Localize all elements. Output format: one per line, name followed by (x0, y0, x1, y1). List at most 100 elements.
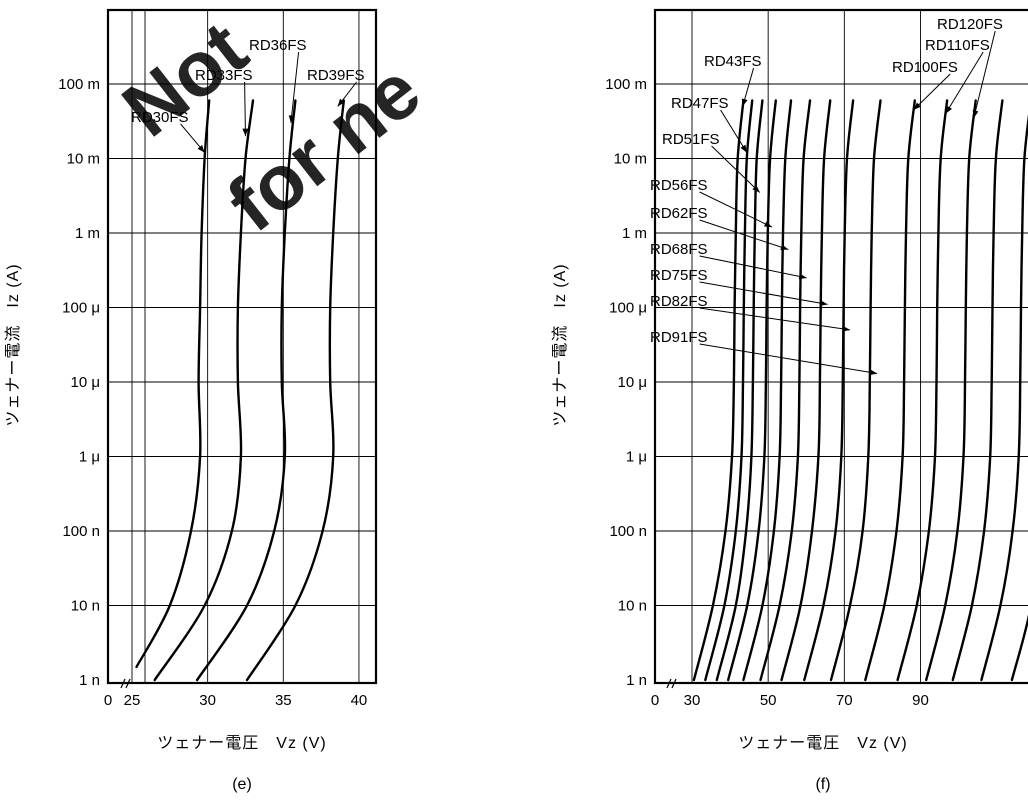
y-axis-title: ツェナー電流 Iz (A) (551, 263, 569, 426)
leader-line (699, 255, 807, 279)
curve-label-rd43fs: RD43FS (704, 53, 762, 107)
y-tick-label: 1 m (75, 225, 100, 242)
leader-line (290, 51, 300, 124)
curve-label-text: RD91FS (650, 329, 708, 346)
leader-line (720, 109, 748, 153)
y-tick-label: 100 μ (609, 300, 647, 317)
series-line-rd110fs (896, 99, 949, 682)
curve-label-text: RD47FS (671, 95, 729, 112)
leader-arrowhead (780, 244, 789, 250)
y-tick-label: 10 μ (71, 374, 101, 391)
series-line-rd120fs (925, 99, 977, 682)
leader-line (699, 191, 773, 228)
watermark-line-1: Not (106, 4, 263, 153)
curve-label-rd82fs: RD82FS (650, 293, 851, 332)
x-tick-label: 70 (836, 692, 853, 709)
series-line-unlabeled-12 (951, 99, 1004, 682)
series-line-rd100fs (864, 99, 916, 682)
curve-label-text: RD100FS (892, 59, 958, 76)
leader-line (244, 81, 246, 137)
curve-label-rd56fs: RD56FS (650, 177, 773, 228)
x-axis-title: ツェナー電圧 Vz (V) (157, 735, 326, 752)
series-line-rd68fs (759, 99, 812, 682)
series-line-rd91fs (829, 99, 882, 682)
x-tick-label: 40 (351, 692, 368, 709)
leader-arrowhead (869, 369, 878, 376)
series-line-rd39fs (245, 99, 345, 682)
curve-label-text: RD30FS (131, 109, 189, 126)
y-tick-label: 10 n (618, 598, 647, 615)
x-tick-label: 50 (760, 692, 777, 709)
x-tick-label: 30 (684, 692, 701, 709)
leader-line (699, 343, 878, 375)
y-tick-label: 100 n (62, 523, 100, 540)
curve-label-rd100fs: RD100FS (892, 59, 958, 111)
series-line-rd75fs (780, 99, 832, 682)
series-line-rd43fs (692, 99, 745, 682)
curve-label-text: RD51FS (662, 131, 720, 148)
leader-line (711, 145, 761, 193)
curve-label-rd36fs: RD36FS (249, 37, 307, 124)
panel-caption: (e) (232, 776, 252, 793)
leader-arrowhead (741, 98, 748, 107)
leader-line (699, 307, 851, 331)
x-tick-label: 90 (912, 692, 929, 709)
y-tick-label: 100 n (609, 523, 647, 540)
curve-label-text: RD56FS (650, 177, 708, 194)
leader-arrowhead (337, 98, 345, 107)
y-tick-label: 100 μ (62, 300, 100, 317)
y-tick-label: 1 n (626, 672, 647, 689)
y-tick-label: 100 m (605, 76, 647, 93)
leader-arrowhead (913, 102, 921, 110)
leader-arrowhead (763, 221, 772, 228)
series-line-rd30fs (135, 99, 211, 669)
leader-arrowhead (798, 273, 807, 280)
curve-label-rd68fs: RD68FS (650, 241, 807, 280)
curve-label-text: RD68FS (650, 241, 708, 258)
chart-panel-f: 1 n 10 n 100 n 1 μ 10 μ 100 μ 1 m 10 m 100 m 0 30 5… (551, 8, 1028, 793)
leader-line (973, 30, 996, 119)
y-tick-label: 1 m (622, 225, 647, 242)
panel-caption: (f) (815, 776, 830, 793)
axis-break-mark (666, 678, 677, 689)
y-axis-title: ツェナー電流 Iz (A) (4, 263, 22, 426)
curve-label-text: RD120FS (937, 16, 1003, 33)
x-tick-label: 30 (199, 692, 216, 709)
series-line-rd33fs (153, 99, 255, 682)
curve-label-rd62fs: RD62FS (650, 205, 789, 251)
curve-label-text: RD39FS (307, 67, 365, 84)
curve-label-rd33fs: RD33FS (195, 67, 253, 137)
chart-panel-e: 1 n 10 n 100 n 1 μ 10 μ 100 μ 1 m 10 m 100 m 0 25 3… (4, 8, 378, 793)
curve-label-rd120fs: RD120FS (937, 16, 1003, 119)
series-line-rd47fs (704, 99, 754, 682)
curve-label-text: RD82FS (650, 293, 708, 310)
y-tick-label: 1 μ (626, 449, 647, 466)
series-line-rd82fs (803, 99, 855, 682)
curve-label-text: RD110FS (925, 37, 990, 54)
series-line-rd56fs (727, 99, 777, 682)
leader-line (913, 73, 951, 111)
plot-frame (653, 8, 1028, 685)
curve-label-rd51fs: RD51FS (662, 131, 761, 193)
leader-arrowhead (842, 325, 851, 332)
curve-label-rd91fs: RD91FS (650, 329, 878, 376)
series-line-rd62fs (742, 99, 793, 682)
curve-label-rd47fs: RD47FS (671, 95, 748, 153)
leader-line (945, 51, 984, 114)
leader-arrowhead (740, 144, 747, 153)
y-tick-label: 10 n (71, 598, 100, 615)
x-tick-label: 25 (124, 692, 141, 709)
y-tick-label: 100 m (58, 76, 100, 93)
series-line-unlabeled-13 (980, 113, 1028, 682)
curve-label-rd75fs: RD75FS (650, 267, 828, 307)
axis-break-mark (120, 678, 131, 689)
leader-arrowhead (288, 115, 295, 123)
leader-line (699, 219, 789, 251)
x-tick-label: 0 (651, 692, 659, 709)
curves (692, 99, 1028, 682)
leader-arrowhead (945, 105, 952, 114)
leader-line (699, 281, 828, 305)
curve-label-rd30fs: RD30FS (131, 109, 206, 153)
y-tick-label: 1 n (79, 672, 100, 689)
